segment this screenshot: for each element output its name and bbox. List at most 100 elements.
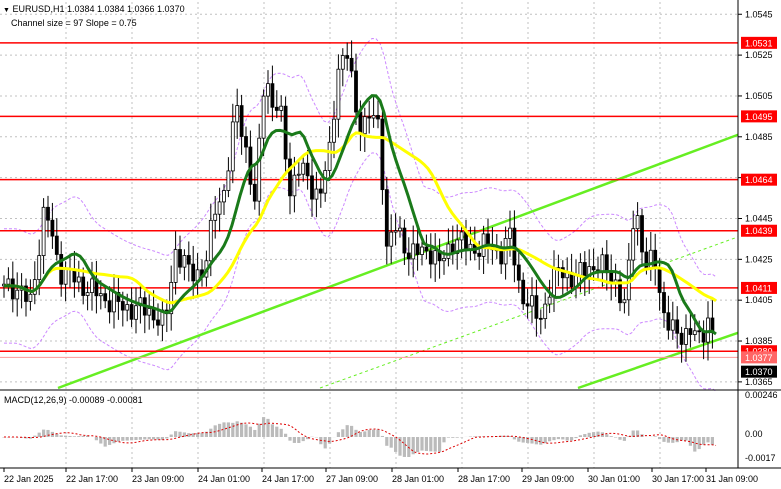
macd-histogram-bar <box>160 437 164 440</box>
candle-body <box>393 230 398 233</box>
candle-body <box>657 267 662 293</box>
macd-histogram-bar <box>37 432 41 437</box>
macd-histogram-bar <box>235 421 239 437</box>
channel-lower-line <box>577 331 739 390</box>
channel-upper-line <box>57 133 739 390</box>
candle-body <box>208 219 213 262</box>
level-price-label-bg <box>741 224 777 237</box>
macd-histogram-bar <box>306 437 310 440</box>
macd-histogram-bar <box>130 437 134 441</box>
macd-histogram-bar <box>526 437 530 443</box>
macd-histogram-bar <box>182 432 186 437</box>
candle-body <box>631 228 636 261</box>
lower-envelope <box>4 152 717 392</box>
macd-histogram-bar <box>517 437 521 442</box>
level-price-label-bg <box>741 36 777 49</box>
macd-signal-line <box>4 422 717 455</box>
macd-histogram-bar <box>702 437 706 445</box>
candle-body <box>103 293 108 302</box>
macd-histogram-bar <box>213 425 217 437</box>
candle-body <box>76 276 81 283</box>
symbol-header: ▼ EURUSD,H1 1.0384 1.0384 1.0366 1.0370 <box>3 4 185 14</box>
macd-histogram-bar <box>125 437 129 441</box>
macd-histogram-bar <box>222 422 226 437</box>
macd-histogram-bar <box>565 437 569 441</box>
candle-body <box>420 246 424 255</box>
macd-histogram-bar <box>424 437 428 451</box>
candle-body <box>54 235 59 255</box>
candle-body <box>226 170 231 191</box>
candle-body <box>600 254 605 274</box>
macd-histogram-bar <box>438 437 442 452</box>
candle-body <box>468 243 473 250</box>
macd-histogram-bar <box>112 437 116 444</box>
candle-body <box>28 293 33 302</box>
macd-histogram-bar <box>385 437 389 446</box>
macd-histogram-bar <box>583 434 587 437</box>
macd-histogram-bar <box>94 437 98 441</box>
macd-histogram-bar <box>684 437 688 441</box>
candle-body <box>389 231 394 247</box>
channel-mid-line <box>319 236 739 389</box>
macd-histogram-bar <box>143 437 147 440</box>
macd-histogram-bar <box>446 437 450 438</box>
time-tick-label: 28 Jan 01:00 <box>392 474 444 484</box>
macd-histogram-bar <box>64 435 68 437</box>
candle-body <box>173 249 178 283</box>
macd-histogram-bar <box>86 435 90 437</box>
candle-body <box>697 330 702 333</box>
macd-histogram-bar <box>284 433 288 437</box>
candle-body <box>340 55 345 70</box>
macd-histogram-bar <box>416 437 420 453</box>
price-tick-label: 1.0545 <box>745 9 773 19</box>
macd-histogram-bar <box>658 437 662 440</box>
macd-histogram-bar <box>609 436 613 437</box>
macd-histogram-bar <box>358 432 362 437</box>
symbol-ohlc-text: EURUSD,H1 1.0384 1.0384 1.0366 1.0370 <box>12 4 185 14</box>
candle-body <box>252 183 257 202</box>
candle-body <box>222 190 226 203</box>
macd-histogram-bar <box>688 437 692 446</box>
candle-body <box>41 206 46 257</box>
macd-histogram-bar <box>165 437 169 439</box>
macd-histogram-bar <box>147 437 151 440</box>
macd-histogram-bar <box>24 437 28 439</box>
candle-body <box>358 111 363 135</box>
macd-histogram-bar <box>697 437 701 450</box>
candle-body <box>318 188 323 194</box>
macd-histogram-bar <box>578 435 582 437</box>
macd-histogram-bar <box>116 437 120 442</box>
candle-body <box>50 219 55 237</box>
macd-histogram-bar <box>59 435 63 437</box>
candle-body <box>398 227 402 232</box>
candle-body <box>618 279 622 304</box>
candle-body <box>679 332 684 345</box>
macd-tick-label: -0.0017 <box>745 453 776 463</box>
time-tick-label: 28 Jan 17:00 <box>458 474 510 484</box>
time-tick-label: 30 Jan 17:00 <box>652 474 704 484</box>
macd-histogram-bar <box>204 431 208 437</box>
time-tick-label: 24 Jan 17:00 <box>262 474 314 484</box>
candle-body <box>288 158 292 197</box>
candle-body <box>371 115 376 119</box>
macd-histogram-bar <box>394 437 398 452</box>
macd-histogram-bar <box>240 422 244 437</box>
time-tick-label: 22 Jan 2025 <box>4 474 54 484</box>
macd-histogram-bar <box>521 437 525 443</box>
price-tick-label: 1.0365 <box>745 377 773 387</box>
macd-histogram-bar <box>266 418 270 437</box>
macd-histogram-bar <box>627 436 631 437</box>
candle-body <box>666 312 671 331</box>
candle-body <box>582 262 587 279</box>
macd-histogram-bar <box>429 437 433 452</box>
macd-histogram-bar <box>411 437 415 455</box>
candle-body <box>609 272 614 283</box>
candle-body <box>186 255 191 265</box>
dropdown-triangle-icon[interactable]: ▼ <box>3 7 10 14</box>
candle-body <box>169 281 174 315</box>
macd-histogram-bar <box>398 437 402 456</box>
macd-histogram-bar <box>68 435 72 437</box>
candle-body <box>156 319 160 326</box>
price-tick-label: 1.0505 <box>745 91 773 101</box>
